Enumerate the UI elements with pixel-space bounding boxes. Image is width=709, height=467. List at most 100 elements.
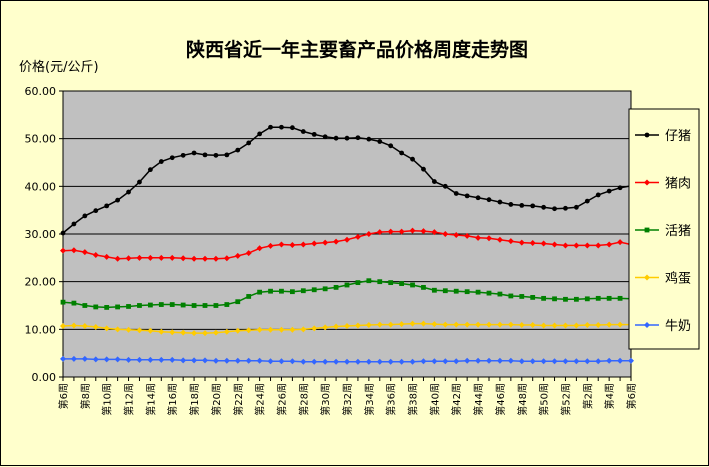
data-point xyxy=(552,296,557,302)
data-point xyxy=(202,255,208,262)
data-point xyxy=(530,294,536,300)
data-point xyxy=(60,355,66,362)
legend-entry: 仔猪 xyxy=(635,129,691,144)
data-point xyxy=(136,356,143,363)
data-point xyxy=(311,240,318,247)
data-point xyxy=(453,358,460,365)
data-point xyxy=(257,131,263,137)
data-point xyxy=(442,358,449,365)
data-point xyxy=(300,326,307,333)
data-point xyxy=(180,329,187,336)
y-tick-label: 60.00 xyxy=(25,85,57,98)
data-point xyxy=(540,240,547,247)
data-point xyxy=(486,321,492,328)
data-point xyxy=(81,355,88,362)
x-tick-label: 第34周 xyxy=(363,383,376,416)
data-point xyxy=(212,329,219,336)
data-point xyxy=(180,302,186,308)
data-point xyxy=(573,242,580,249)
data-point xyxy=(234,327,241,334)
data-point xyxy=(70,322,77,329)
data-point xyxy=(81,322,88,329)
data-point xyxy=(431,358,438,365)
data-point xyxy=(529,322,536,329)
data-point xyxy=(355,280,361,286)
data-point xyxy=(421,284,426,290)
data-point xyxy=(158,159,164,164)
data-point xyxy=(551,358,558,365)
x-tick-label: 第26周 xyxy=(275,383,288,416)
data-point xyxy=(92,356,99,363)
data-point xyxy=(573,322,580,329)
data-point xyxy=(365,231,372,237)
data-point xyxy=(475,357,482,364)
data-point xyxy=(136,327,143,334)
legend-label: 仔猪 xyxy=(665,129,691,144)
data-point xyxy=(311,287,317,293)
legend-entry: 鸡蛋 xyxy=(635,271,691,287)
data-point xyxy=(191,255,198,262)
data-point xyxy=(246,140,252,146)
data-point xyxy=(180,255,187,262)
data-point xyxy=(126,189,131,195)
data-point xyxy=(246,294,252,299)
data-point xyxy=(562,322,569,329)
data-point xyxy=(442,321,449,328)
data-point xyxy=(256,245,263,252)
data-point xyxy=(191,357,198,364)
data-point xyxy=(595,295,601,301)
data-point xyxy=(617,321,624,328)
data-point xyxy=(584,296,590,302)
data-point xyxy=(147,302,153,308)
data-point xyxy=(354,358,361,365)
data-point xyxy=(420,358,427,365)
data-point xyxy=(398,358,405,365)
data-point xyxy=(377,279,383,285)
series-0 xyxy=(60,124,634,236)
legend-marker xyxy=(644,274,650,281)
data-point xyxy=(409,358,416,365)
data-point xyxy=(169,329,176,336)
data-point xyxy=(496,321,503,328)
data-point xyxy=(595,322,602,329)
data-point xyxy=(245,250,252,257)
data-point xyxy=(267,242,274,249)
y-tick-label: 40.00 xyxy=(25,180,57,193)
data-point xyxy=(333,284,339,290)
data-point xyxy=(60,247,66,254)
x-tick-label: 第40周 xyxy=(428,383,441,416)
data-point xyxy=(530,203,536,209)
legend-entry: 牛奶 xyxy=(635,319,691,334)
data-point xyxy=(333,358,340,365)
data-point xyxy=(213,303,219,308)
data-point xyxy=(235,299,241,305)
data-point xyxy=(333,135,339,141)
data-point xyxy=(115,197,121,203)
data-point xyxy=(475,289,481,295)
data-point xyxy=(169,254,176,261)
data-point xyxy=(541,295,547,301)
data-point xyxy=(606,295,612,301)
data-point xyxy=(497,199,503,205)
data-point xyxy=(365,322,372,329)
data-point xyxy=(278,358,285,365)
data-point xyxy=(617,185,623,191)
data-point xyxy=(496,236,503,243)
data-point xyxy=(497,291,503,297)
data-point xyxy=(224,152,230,158)
data-point xyxy=(70,247,77,254)
data-point xyxy=(147,254,154,261)
data-point xyxy=(137,303,142,308)
data-point xyxy=(322,134,328,140)
data-point xyxy=(377,139,383,144)
data-point xyxy=(103,356,110,363)
series-1 xyxy=(60,227,634,262)
x-tick-label: 第14周 xyxy=(144,383,157,416)
data-point xyxy=(212,357,219,364)
data-point xyxy=(71,221,77,227)
data-point xyxy=(617,357,624,364)
data-point xyxy=(136,254,143,261)
data-point xyxy=(191,150,197,156)
data-point xyxy=(256,326,263,333)
data-point xyxy=(245,327,252,334)
